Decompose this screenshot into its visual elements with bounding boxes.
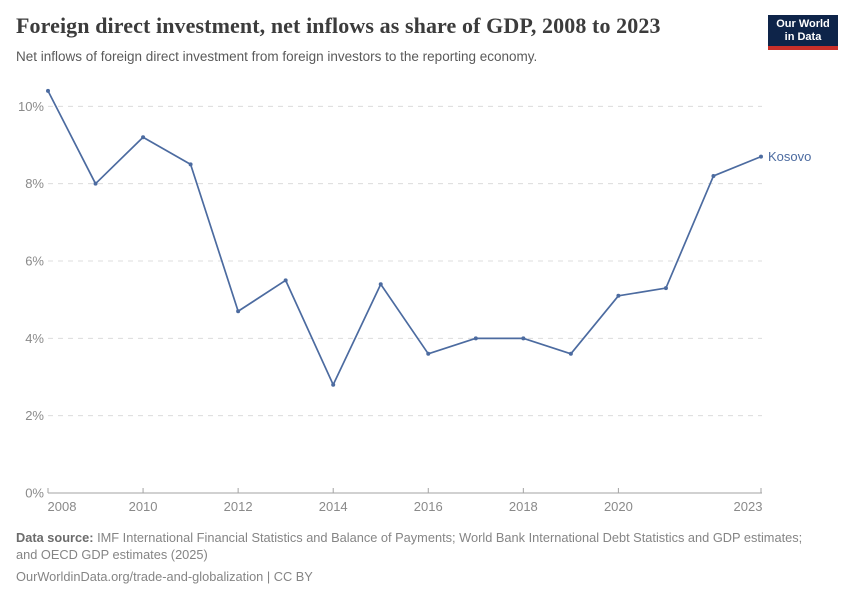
- owid-logo-line1: Our World: [776, 18, 830, 30]
- data-point: [93, 181, 98, 186]
- data-source-text: Data source: IMF International Financial…: [16, 529, 826, 563]
- y-axis-tick-label: 4%: [25, 331, 44, 346]
- data-point: [378, 282, 383, 287]
- data-point: [236, 309, 241, 314]
- data-source-line1: IMF International Financial Statistics a…: [97, 530, 803, 545]
- x-axis-tick-label: 2018: [509, 499, 538, 514]
- chart-footer: Data source: IMF International Financial…: [16, 529, 826, 585]
- data-point: [568, 351, 573, 356]
- x-axis-tick-label: 2014: [319, 499, 348, 514]
- data-point: [331, 382, 336, 387]
- y-axis-tick-label: 0%: [25, 486, 44, 501]
- data-point: [663, 286, 668, 291]
- x-axis-tick-label: 2012: [224, 499, 253, 514]
- chart-subtitle: Net inflows of foreign direct investment…: [16, 49, 538, 64]
- data-point: [141, 135, 146, 140]
- data-point: [283, 278, 288, 283]
- series-end-label: Kosovo: [768, 149, 811, 164]
- data-point: [759, 154, 763, 159]
- owid-logo: Our World in Data: [768, 15, 838, 50]
- line-chart: 0% 2% 4% 6% 8% 10% 2008 2010 2012 2014 2016 2018 202…: [18, 88, 811, 514]
- x-axis-tick-label: 2008: [48, 499, 77, 514]
- y-axis-tick-label: 10%: [18, 99, 44, 114]
- chart-title: Foreign direct investment, net inflows a…: [16, 13, 661, 38]
- data-point: [711, 173, 716, 178]
- y-axis-tick-label: 8%: [25, 176, 44, 191]
- x-axis-tick-label: 2016: [414, 499, 443, 514]
- data-point: [426, 351, 431, 356]
- footer-citation: OurWorldinData.org/trade-and-globalizati…: [16, 569, 313, 584]
- y-axis-tick-label: 2%: [25, 408, 44, 423]
- data-source-label: Data source:: [16, 530, 94, 545]
- owid-logo-line2: in Data: [784, 31, 822, 43]
- data-point: [188, 162, 193, 167]
- x-axis-tick-label: 2010: [129, 499, 158, 514]
- data-point: [521, 336, 526, 341]
- data-source-line2: and OECD GDP estimates (2025): [16, 547, 208, 562]
- data-point: [46, 88, 50, 93]
- data-point: [616, 293, 621, 298]
- data-line-kosovo: [47, 90, 762, 386]
- x-axis-tick-label: 2023: [734, 499, 763, 514]
- y-axis-tick-label: 6%: [25, 254, 44, 269]
- x-axis-tick-label: 2020: [604, 499, 633, 514]
- data-point: [473, 336, 478, 341]
